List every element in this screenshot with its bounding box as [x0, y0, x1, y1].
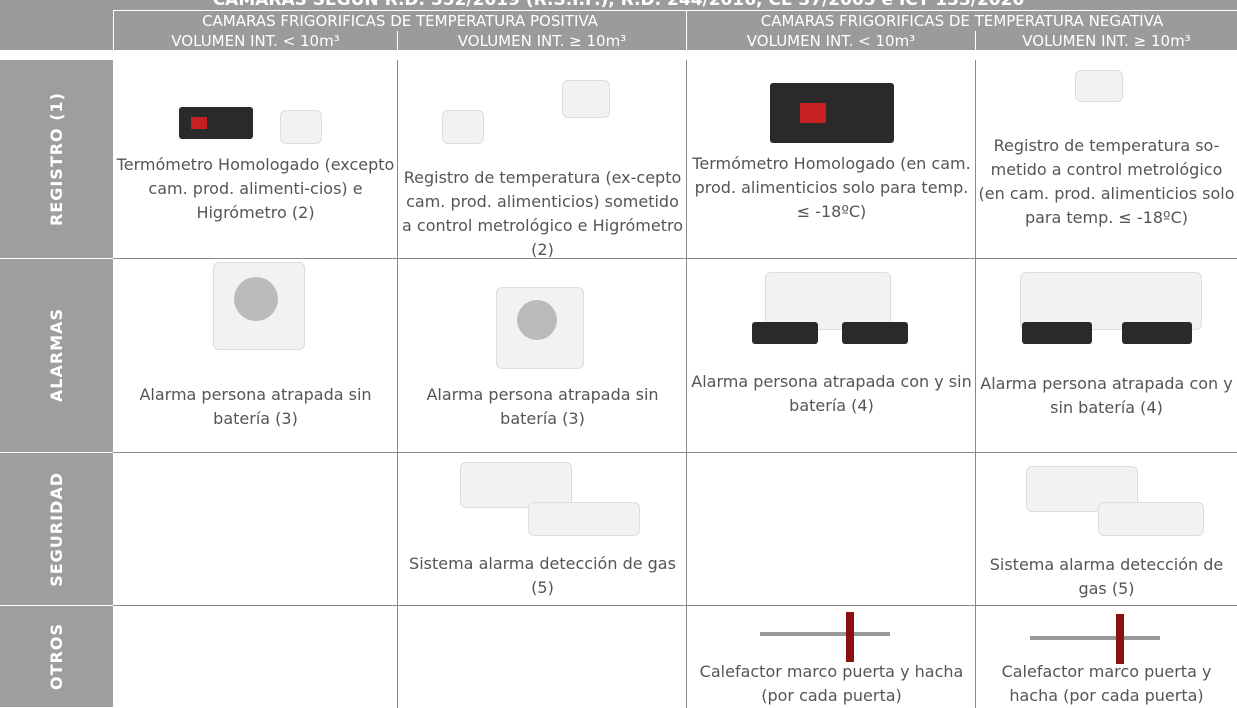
heater-image — [760, 632, 890, 636]
button-image — [842, 322, 908, 344]
alarm-panel-image — [765, 272, 891, 330]
column-header: VOLUMEN INT. < 10m³ — [114, 31, 397, 50]
alarm-panel-image — [1020, 272, 1202, 330]
cell-text: Alarma persona atrapada con y sin baterí… — [691, 372, 972, 415]
row-label-text: ALARMAS — [47, 308, 66, 403]
row-label: SEGURIDAD — [0, 453, 113, 605]
cell-text: Registro de temperatura (ex-cepto cam. p… — [402, 168, 683, 259]
column-header: VOLUMEN INT. ≥ 10m³ — [398, 31, 686, 50]
button-image — [1022, 322, 1092, 344]
cell-text: Sistema alarma detección de gas (5) — [409, 554, 676, 597]
row-label-text: SEGURIDAD — [47, 471, 66, 587]
column-header: VOLUMEN INT. < 10m³ — [687, 31, 975, 50]
divider — [686, 60, 687, 708]
cell-text: Registro de temperatura so-metido a cont… — [978, 136, 1235, 227]
axe-image — [846, 612, 854, 662]
title: CAMARAS SEGÚN R.D. 552/2019 (R.S.I.F.), … — [0, 0, 1237, 10]
cell-text: Calefactor marco puerta y hacha (por cad… — [1001, 662, 1212, 705]
column-header: VOLUMEN INT. ≥ 10m³ — [976, 31, 1237, 50]
cell-text: Alarma persona atrapada con y sin baterí… — [980, 374, 1233, 417]
axe-image — [1116, 614, 1124, 664]
gas-detector-image — [528, 502, 640, 536]
divider — [975, 60, 976, 708]
button-image — [752, 322, 818, 344]
group-header: CAMARAS FRIGORIFICAS DE TEMPERATURA NEGA… — [687, 10, 1237, 31]
corner — [0, 10, 113, 50]
gas-detector-image — [1098, 502, 1204, 536]
row-label: ALARMAS — [0, 259, 113, 452]
divider — [113, 258, 1237, 259]
button-image — [1122, 322, 1192, 344]
cell-text: Termómetro Homologado (en cam. prod. ali… — [692, 154, 971, 221]
row-label: OTROS — [0, 606, 113, 707]
row-label-text: REGISTRO (1) — [47, 91, 66, 227]
cell-text: Alarma persona atrapada sin batería (3) — [426, 385, 659, 428]
logger-image — [562, 80, 610, 118]
cell-text: Sistema alarma detección de gas (5) — [989, 555, 1224, 598]
sensor-image — [280, 110, 322, 144]
logger-image — [1075, 70, 1123, 102]
alarm-image — [496, 287, 584, 369]
group-header: CAMARAS FRIGORIFICAS DE TEMPERATURA POSI… — [114, 10, 686, 31]
divider — [113, 605, 1237, 606]
divider — [113, 452, 1237, 453]
alarm-image — [213, 262, 305, 350]
row-label-text: OTROS — [47, 623, 66, 690]
sensor-image — [442, 110, 484, 144]
row-label: REGISTRO (1) — [0, 60, 113, 258]
thermometer-image — [179, 107, 253, 139]
heater-image — [1030, 636, 1160, 640]
cell-text: Alarma persona atrapada sin batería (3) — [139, 385, 372, 428]
cell-text: Calefactor marco puerta y hacha (por cad… — [699, 662, 964, 705]
gas-detector-image — [460, 462, 572, 508]
thermometer-image — [770, 83, 894, 143]
divider — [397, 60, 398, 708]
cell-text: Termómetro Homologado (excepto cam. prod… — [116, 155, 395, 222]
